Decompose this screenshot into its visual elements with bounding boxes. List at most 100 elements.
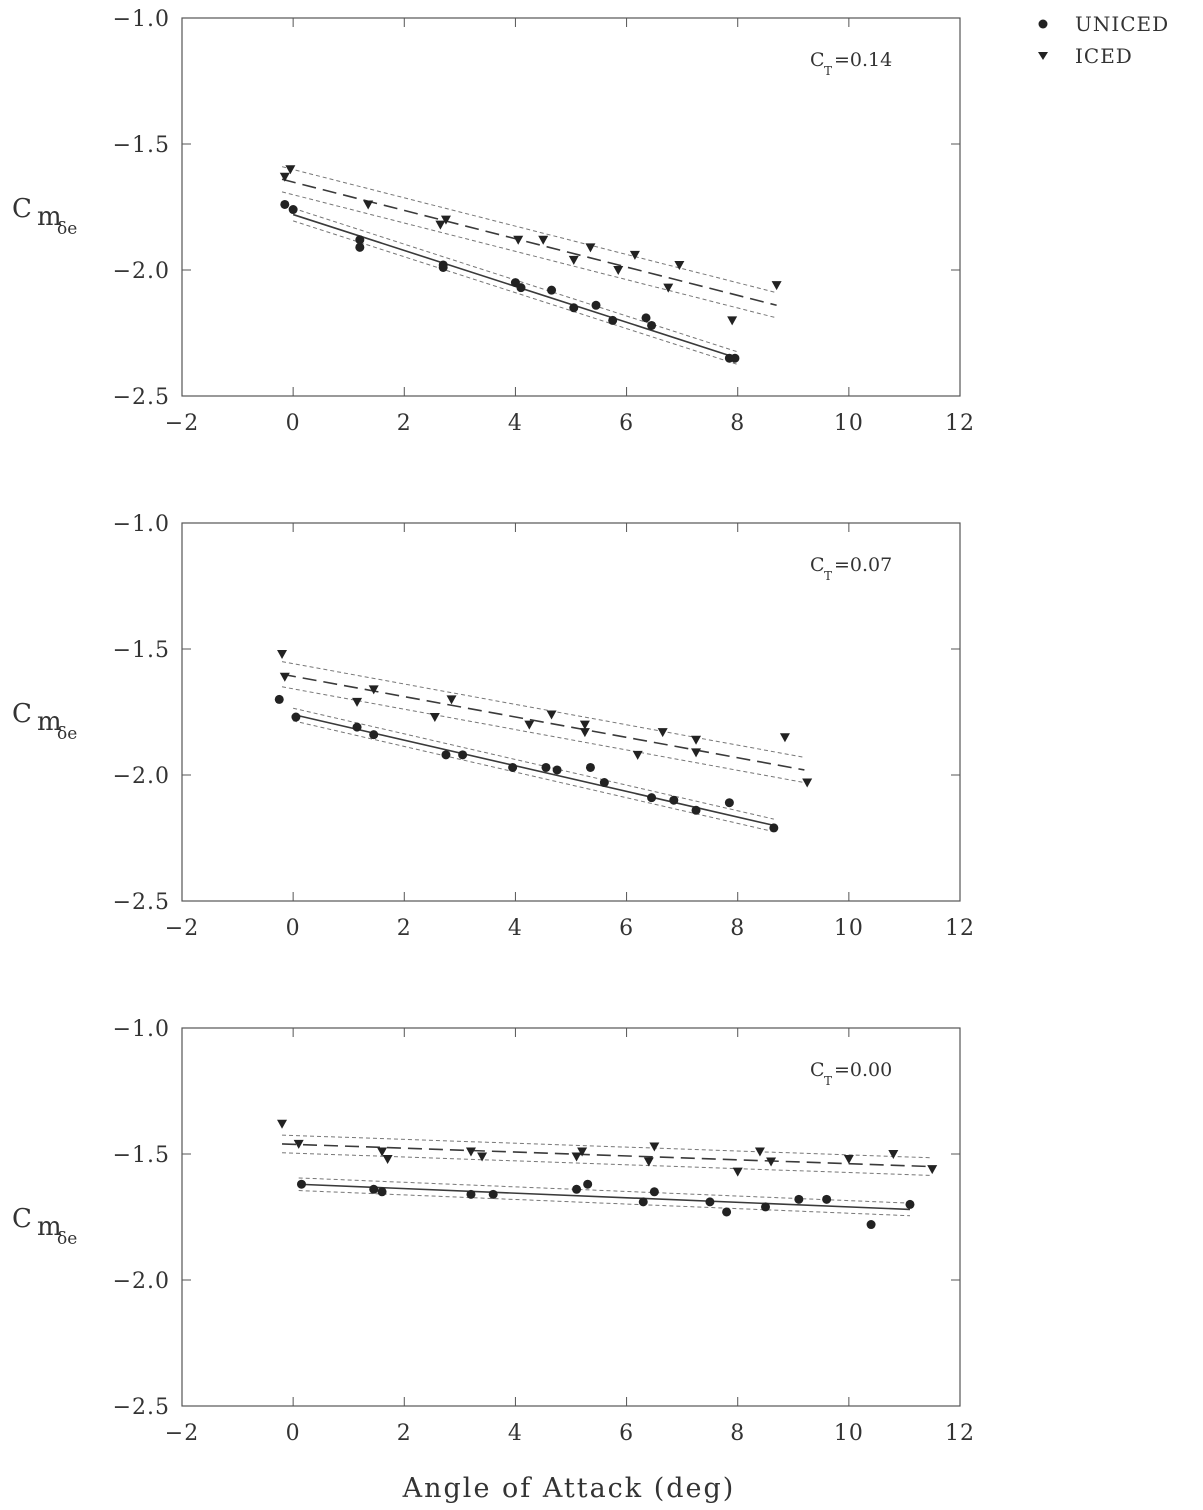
uniced-point [822,1194,832,1204]
uniced-fit-line [292,713,775,827]
x-tick-label: 4 [508,1421,523,1446]
x-tick-label: 6 [619,411,634,436]
iced-point [649,1142,660,1152]
iced-point [643,1157,654,1167]
x-tick-label: 6 [619,1421,634,1446]
annotation-sub: T [824,64,832,78]
y-axis-label-sub: m [37,202,62,232]
iced-point [779,733,790,743]
uniced-point [352,722,362,732]
iced-point [568,255,579,265]
uniced-point [730,353,740,363]
iced-point [691,748,702,758]
uniced-point [794,1194,804,1204]
x-tick-label: 8 [730,1421,745,1446]
x-tick-label: 6 [619,916,634,941]
iced-point [524,720,535,730]
uniced-confidence-band-lower [298,1190,911,1217]
iced-point [771,281,782,291]
iced-point [732,1167,743,1177]
annotation-main: C [810,1059,825,1081]
y-tick-label: −2.0 [113,764,170,789]
iced-confidence-band-upper [281,661,805,758]
iced-point [674,260,685,270]
x-tick-label: 12 [945,916,975,941]
annotation-main: C [810,554,825,576]
uniced-point [355,235,365,245]
uniced-point [569,303,579,313]
iced-fit-line [281,673,805,771]
uniced-point [280,199,290,209]
y-tick-label: −1.0 [113,512,170,537]
iced-confidence-band-lower [281,686,805,784]
uniced-point [288,205,298,215]
annotation-sub: T [824,1074,832,1088]
annotation-value: =0.07 [834,554,892,576]
iced-point [435,220,446,230]
iced-point [440,215,451,225]
iced-point [293,1139,304,1149]
iced-point [579,720,590,730]
uniced-point [705,1197,715,1207]
iced-point [477,1152,488,1162]
iced-point [579,728,590,738]
uniced-point [641,313,651,323]
y-axis-label-sub: m [37,1212,62,1242]
iced-point [377,1147,388,1157]
uniced-point [649,1187,659,1197]
x-tick-label: −2 [165,1421,199,1446]
x-tick-label: 12 [945,1421,975,1446]
iced-point [629,250,640,260]
uniced-point [722,1207,732,1217]
iced-confidence-band-upper [282,1134,933,1159]
x-tick-label: 12 [945,411,975,436]
y-axis-label-subsub: δe [57,724,77,744]
uniced-point [669,795,679,805]
legend-label-iced: ICED [1075,44,1133,68]
plot-frame [181,1027,961,1407]
uniced-point [291,712,301,722]
plot-frame [181,17,961,397]
iced-confidence-band-lower [282,1152,933,1176]
uniced-point [458,750,468,760]
uniced-point [377,1187,387,1197]
uniced-point [591,300,601,310]
iced-fit-line [281,178,777,307]
uniced-point [585,762,595,772]
uniced-point [552,765,562,775]
annotation-value: =0.00 [834,1059,892,1081]
iced-point [465,1147,476,1157]
uniced-point [724,798,734,808]
x-tick-label: 10 [834,1421,864,1446]
uniced-point [691,805,701,815]
legend-marker-iced [1038,52,1048,60]
uniced-point [572,1184,582,1194]
iced-confidence-band-lower [281,191,777,319]
uniced-point [441,750,451,760]
iced-point [927,1165,938,1175]
x-tick-label: 0 [286,411,301,436]
uniced-point [508,762,518,772]
y-tick-label: −2.0 [113,259,170,284]
y-axis-label-main: C [12,1204,32,1234]
iced-point [277,650,288,660]
annotation-sub: T [824,569,832,583]
legend-marker-uniced [1038,19,1048,29]
iced-point [585,243,596,253]
uniced-point [274,694,284,704]
y-axis-label-subsub: δe [57,1229,77,1249]
uniced-confidence-band-lower [292,220,738,365]
y-tick-label: −1.5 [113,1143,170,1168]
uniced-point [516,283,526,293]
iced-point [368,685,379,695]
y-tick-label: −2.5 [113,385,170,410]
iced-point [429,713,440,723]
x-tick-label: 0 [286,1421,301,1446]
legend: UNICED ICED [1038,12,1168,68]
uniced-point [369,730,379,740]
uniced-point [438,262,448,272]
iced-point [546,710,557,720]
